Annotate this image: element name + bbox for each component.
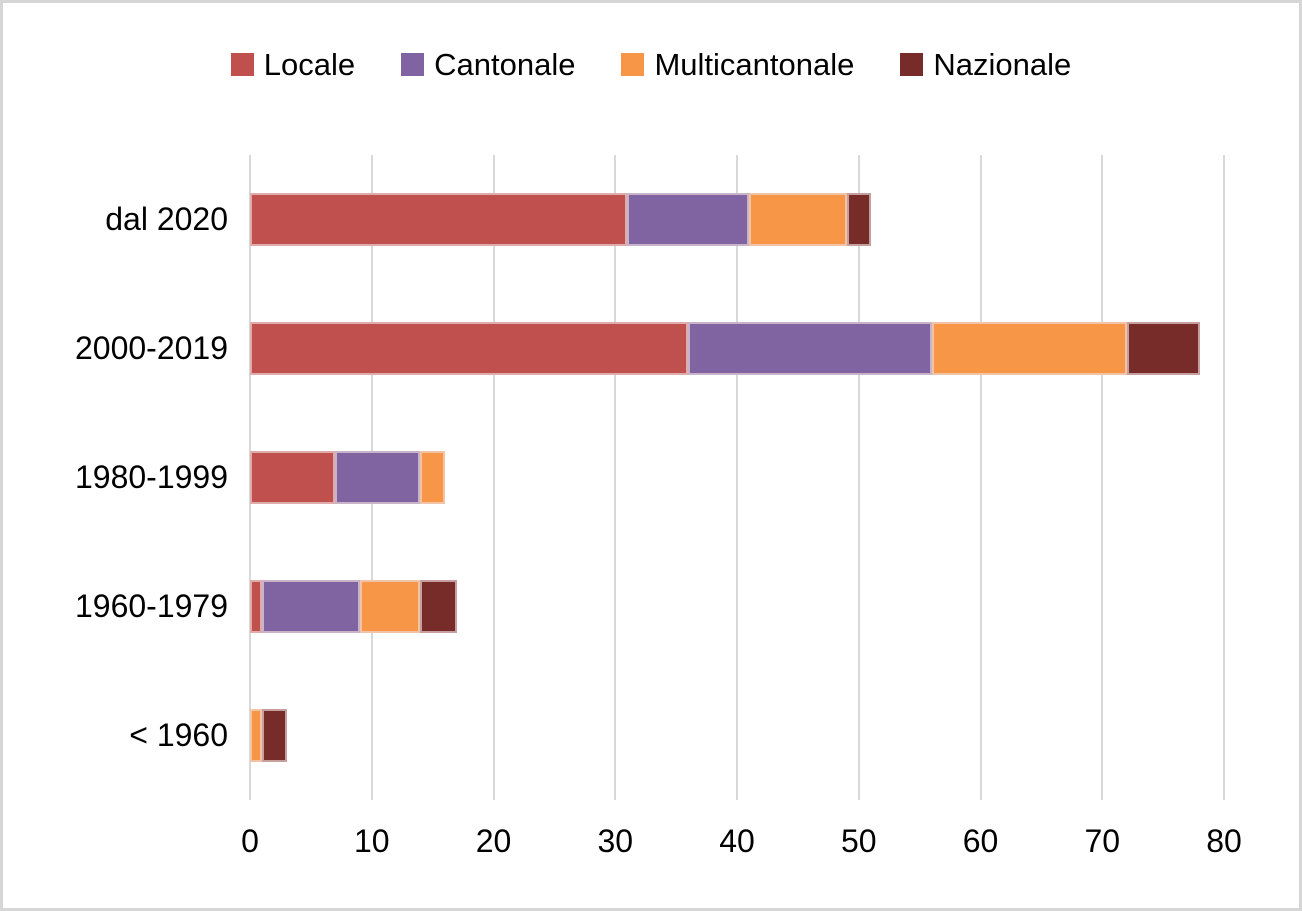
bar-row-1 <box>250 284 1224 413</box>
bar-segment-multicantonale <box>931 322 1127 375</box>
bar-row-2 <box>250 413 1224 542</box>
stacked-bar-2 <box>250 451 1224 504</box>
plot-area <box>249 155 1225 800</box>
stacked-bar-3 <box>250 580 1224 633</box>
x-tick-label-20: 20 <box>475 823 512 859</box>
bar-segment-nazionale <box>420 580 457 633</box>
x-tick-label-30: 30 <box>597 823 634 859</box>
category-label-0: dal 2020 <box>105 201 228 237</box>
gridline-x-20 <box>492 155 495 800</box>
gridline-x-60 <box>979 155 982 800</box>
x-tick-label-60: 60 <box>962 823 999 859</box>
bar-row-4 <box>250 671 1224 800</box>
x-tick-label-40: 40 <box>719 823 755 859</box>
legend-swatch-icon <box>621 53 645 76</box>
gridline-x-40 <box>736 155 738 800</box>
y-axis-category-labels: dal 2020 2000-2019 1980-1999 1960-1979 < 196… <box>3 155 228 800</box>
bar-row-3 <box>250 542 1224 671</box>
stacked-bar-1 <box>250 322 1224 375</box>
bar-segment-nazionale <box>1126 322 1200 375</box>
x-tick-label-50: 50 <box>840 823 877 859</box>
legend-swatch-icon <box>401 53 425 76</box>
bar-segment-cantonale <box>688 322 932 375</box>
legend-label: Nazionale <box>933 47 1072 82</box>
stacked-bar-4 <box>250 709 1224 762</box>
x-axis-tick-labels: 0 10 20 30 40 50 60 70 80 <box>241 823 1242 875</box>
bar-segment-cantonale <box>262 580 360 633</box>
gridline-x-70 <box>1101 155 1104 800</box>
bar-segment-cantonale <box>335 451 421 504</box>
bar-segment-locale <box>250 451 336 504</box>
bar-segment-multicantonale <box>749 193 847 246</box>
x-tick-label-80: 80 <box>1206 823 1242 859</box>
legend-item-locale: Locale <box>230 47 356 82</box>
bar-segment-locale <box>250 193 628 246</box>
bar-segment-multicantonale <box>359 580 421 633</box>
legend-swatch-icon <box>230 53 254 76</box>
bar-segment-locale <box>250 322 689 375</box>
legend-item-multicantonale: Multicantonale <box>621 49 854 80</box>
legend-swatch-icon <box>900 53 924 76</box>
bar-segment-cantonale <box>627 193 750 246</box>
bar-segment-multicantonale <box>250 709 263 762</box>
stacked-bar-0 <box>250 193 1224 246</box>
gridline-x-80 <box>1223 155 1225 800</box>
bar-segment-nazionale <box>262 709 287 762</box>
legend-label: Cantonale <box>434 47 576 82</box>
bar-segment-multicantonale <box>420 451 445 504</box>
bar-segment-nazionale <box>846 193 871 246</box>
gridline-x-30 <box>614 155 617 800</box>
bar-segment-locale <box>250 580 263 633</box>
category-label-4: < 1960 <box>129 717 228 753</box>
chart-legend: Locale Cantonale Multicantonale Nazionale <box>3 49 1299 80</box>
x-tick-label-0: 0 <box>241 823 259 859</box>
legend-label: Locale <box>263 47 356 82</box>
legend-label: Multicantonale <box>654 47 855 82</box>
legend-item-cantonale: Cantonale <box>401 49 575 80</box>
legend-item-nazionale: Nazionale <box>900 49 1071 80</box>
bar-row-0 <box>250 155 1224 284</box>
x-tick-label-70: 70 <box>1084 823 1121 859</box>
x-tick-label-10: 10 <box>353 823 390 859</box>
gridline-x-50 <box>857 155 860 800</box>
category-label-2: 1980-1999 <box>74 459 228 495</box>
category-label-3: 1960-1979 <box>74 588 228 624</box>
category-label-1: 2000-2019 <box>74 330 228 366</box>
